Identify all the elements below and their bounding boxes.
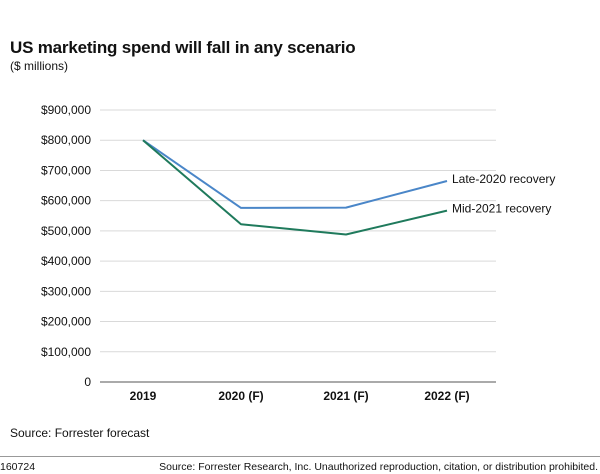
chart-title: US marketing spend will fall in any scen…: [10, 38, 356, 57]
x-tick-label: 2022 (F): [424, 389, 469, 403]
footer-copyright: Source: Forrester Research, Inc. Unautho…: [159, 461, 598, 473]
x-tick-label: 2020 (F): [218, 389, 263, 403]
footer-divider: [0, 456, 600, 457]
series-layer: [142, 139, 448, 236]
y-tick-label: $800,000: [41, 133, 91, 147]
x-axis-labels: 2019 2020 (F) 2021 (F) 2022 (F): [130, 389, 470, 403]
line-chart: 0 $100,000 $200,000 $300,000 $400,000 $500,00…: [41, 103, 555, 403]
chart-source: Source: Forrester forecast: [10, 426, 150, 440]
footer-id: 160724: [0, 461, 36, 473]
y-tick-label: $200,000: [41, 315, 91, 329]
y-tick-label: $500,000: [41, 224, 91, 238]
y-tick-label: $300,000: [41, 284, 91, 298]
x-tick-label: 2019: [130, 389, 157, 403]
y-tick-label: $100,000: [41, 345, 91, 359]
y-axis-labels: 0 $100,000 $200,000 $300,000 $400,000 $500,00…: [41, 103, 91, 389]
y-tick-label: $900,000: [41, 103, 91, 117]
grid-layer: [100, 109, 496, 383]
y-tick-label: $600,000: [41, 194, 91, 208]
series-line: [142, 139, 448, 236]
chart-subtitle: ($ millions): [10, 59, 69, 73]
series-label: Late-2020 recovery: [452, 172, 555, 186]
x-tick-label: 2021 (F): [323, 389, 368, 403]
series-label: Mid-2021 recovery: [452, 202, 551, 216]
y-tick-label: $400,000: [41, 254, 91, 268]
series-line: [142, 139, 448, 209]
y-tick-label: 0: [84, 375, 91, 389]
series-labels: Late-2020 recovery Mid-2021 recovery: [452, 172, 555, 216]
y-tick-label: $700,000: [41, 163, 91, 177]
